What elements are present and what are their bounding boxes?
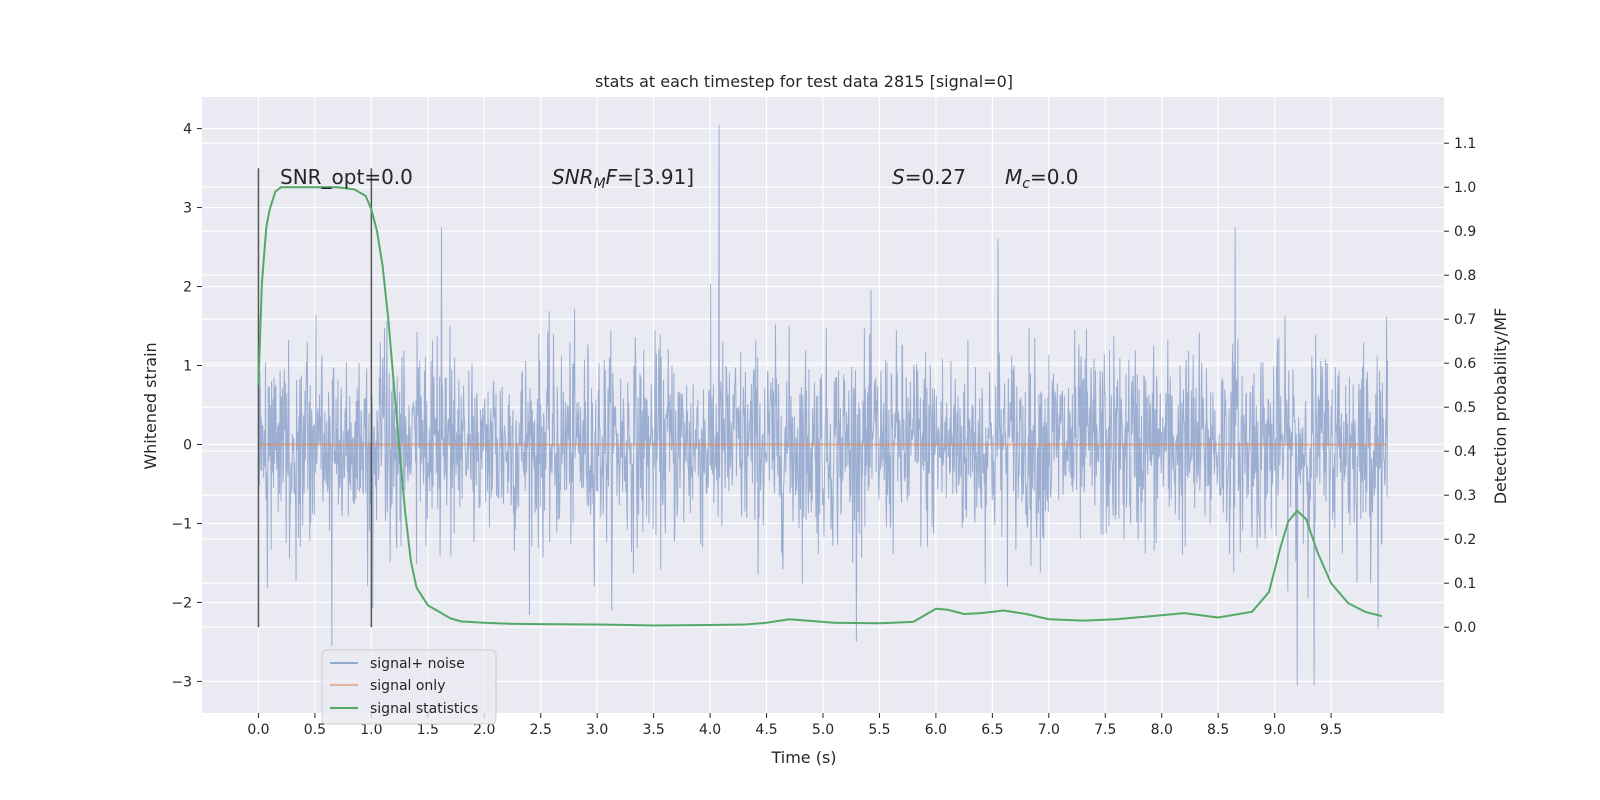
x-tick-label: 1.5 [417,722,439,738]
x-tick-label: 6.0 [925,722,947,738]
chart-title: stats at each timestep for test data 281… [595,72,1013,91]
y-right-tick-label: 0.7 [1454,312,1476,328]
x-tick-label: 2.5 [530,722,552,738]
s-value: =0.27 [905,165,966,189]
x-tick-label: 9.5 [1320,722,1342,738]
y-left-tick-label: −1 [171,516,192,532]
x-tick-label: 1.0 [360,722,382,738]
legend-label-signal-only: signal only [370,678,445,694]
snr-opt-annotation: SNR_opt=0.0 [280,165,413,189]
y-axis-label-right: Detection probability/MF [1491,308,1510,505]
y-left-tick-label: −2 [171,595,192,611]
y-right-tick-label: 0.4 [1454,444,1476,460]
x-tick-label: 8.0 [1151,722,1173,738]
snr-mf-rest-italic: F [606,165,618,189]
x-tick-label: 6.5 [981,722,1003,738]
x-tick-label: 5.5 [868,722,890,738]
y-right-tick-label: 1.0 [1454,180,1476,196]
signal-noise-series [257,124,1389,686]
x-tick-label: 9.0 [1264,722,1286,738]
legend-box [321,649,497,725]
y-left-tick-label: −3 [171,674,192,690]
snr-mf-sub: M [594,176,606,192]
y-right-tick-label: 0.2 [1454,532,1476,548]
signal-statistics-series [257,186,1383,627]
y-right-tick-label: 0.5 [1454,400,1476,416]
y-right-tick-label: 0.1 [1454,576,1476,592]
y-right-tick-label: 0.3 [1454,488,1476,504]
x-axis-label: Time (s) [770,748,836,767]
signal-statistics-line [257,186,1383,627]
x-tick-label: 2.0 [473,722,495,738]
snr-mf-annotation: SNRMF=[3.91] [552,165,694,192]
legend: signal+ noise signal only signal statist… [321,649,497,725]
y-left-tick-label: 0 [183,437,192,453]
x-tick-label: 5.0 [812,722,834,738]
legend-label-signal-noise: signal+ noise [370,656,465,672]
x-tick-label: 4.0 [699,722,721,738]
snr-mf-rest: =[3.91] [617,165,694,189]
x-tick-label: 7.5 [1094,722,1116,738]
y-right-tick-label: 0.0 [1454,620,1476,636]
snr-mf-main: SNR [552,165,594,189]
y-right-tick-label: 0.9 [1454,224,1476,240]
x-tick-label: 0.5 [304,722,326,738]
signal-noise-line [257,124,1389,686]
mc-annotation: Mc=0.0 [1005,165,1079,192]
axis-ticks: 0.0 0.5 1.0 1.5 2.0 2.5 3.0 3.5 4.0 4.5 5.0 5.5 6.0 6… [171,122,1476,738]
s-annotation: S=0.27 [892,165,966,189]
x-tick-label: 8.5 [1207,722,1229,738]
vertical-markers [257,168,373,628]
legend-label-signal-statistics: signal statistics [370,701,478,717]
y-right-tick-label: 1.1 [1454,136,1476,152]
mc-value: =0.0 [1030,165,1079,189]
y-axis-label-left: Whitened strain [141,342,160,469]
mc-main: M [1005,165,1022,189]
y-left-tick-label: 1 [183,359,192,375]
x-tick-label: 3.0 [586,722,608,738]
y-left-tick-label: 3 [183,201,192,217]
y-right-tick-label: 0.6 [1454,356,1476,372]
s-italic: S [892,165,905,189]
y-left-tick-label: 4 [183,122,192,138]
x-tick-label: 7.0 [1038,722,1060,738]
x-tick-label: 0.0 [247,722,269,738]
x-tick-label: 3.5 [643,722,665,738]
y-right-tick-label: 0.8 [1454,268,1476,284]
y-left-tick-label: 2 [183,280,192,296]
mc-sub: c [1022,176,1030,192]
x-tick-label: 4.5 [755,722,777,738]
